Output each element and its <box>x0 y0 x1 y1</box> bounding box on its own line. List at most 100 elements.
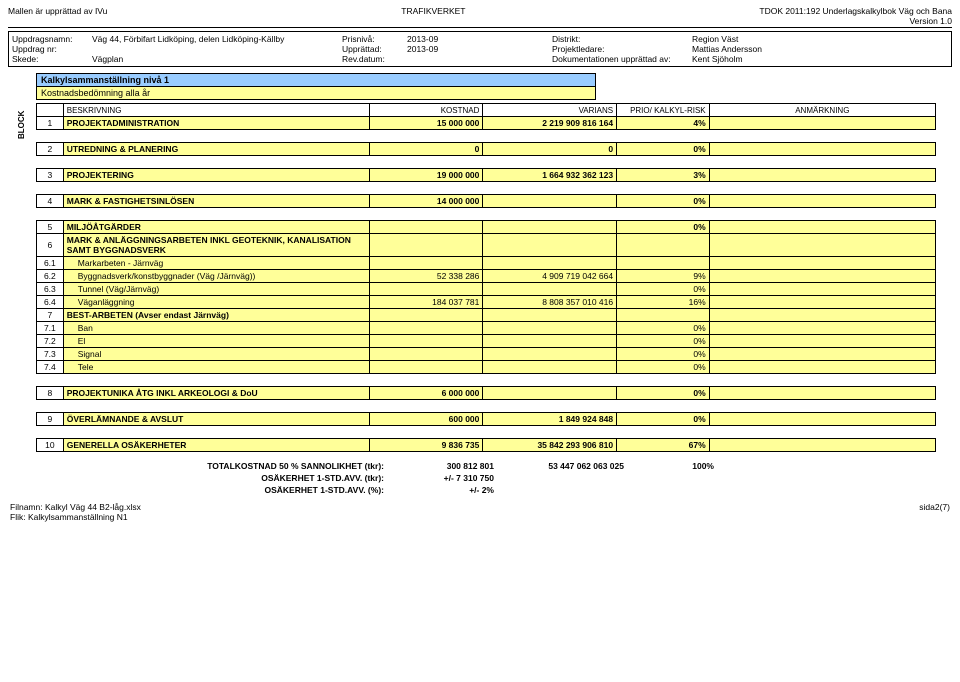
meta-value: 2013-09 <box>407 44 438 54</box>
cell-varians <box>483 387 617 400</box>
cell-kostnad: 0 <box>370 143 483 156</box>
cell-risk <box>617 234 710 257</box>
col-header-var: VARIANS <box>483 104 617 117</box>
footer-page: sida2(7) <box>919 502 950 522</box>
cell-desc: Väganläggning <box>63 296 370 309</box>
block-label: BLOCK <box>17 111 26 139</box>
table-row: 6.2Byggnadsverk/konstbyggnader (Väg /Jär… <box>37 270 936 283</box>
cell-risk <box>617 257 710 270</box>
cell-id: 7.3 <box>37 348 64 361</box>
cell-risk <box>617 309 710 322</box>
cell-kostnad: 9 836 735 <box>370 439 483 452</box>
cell-varians <box>483 195 617 208</box>
cell-varians <box>483 348 617 361</box>
cell-anmarkning <box>709 169 935 182</box>
cell-desc: ÖVERLÄMNANDE & AVSLUT <box>63 413 370 426</box>
meta-value: Kent Sjöholm <box>692 54 743 64</box>
main-table: BESKRIVNING KOSTNAD VARIANS PRIO/ KALKYL… <box>36 103 936 452</box>
cell-varians <box>483 257 617 270</box>
cell-anmarkning <box>709 283 935 296</box>
cell-desc: MARK & FASTIGHETSINLÖSEN <box>63 195 370 208</box>
main-area: BLOCK BESKRIVNING KOSTNAD VARIANS PRIO/ … <box>8 103 952 452</box>
totals-v3 <box>628 472 718 484</box>
meta-row: Skede:VägplanRev.datum:Dokumentationen u… <box>12 54 948 64</box>
totals-table: TOTALKOSTNAD 50 % SANNOLIKHET (tkr):300 … <box>128 460 718 496</box>
cell-risk: 0% <box>617 283 710 296</box>
meta-label: Uppdrag nr: <box>12 44 92 54</box>
cell-id: 6.4 <box>37 296 64 309</box>
totals-label: OSÄKERHET 1-STD.AVV. (tkr): <box>128 472 388 484</box>
meta-block: Uppdragsnamn:Väg 44, Förbifart Lidköping… <box>8 31 952 67</box>
cell-varians: 35 842 293 906 810 <box>483 439 617 452</box>
cell-id: 6.3 <box>37 283 64 296</box>
cell-desc: BEST-ARBETEN (Avser endast Järnväg) <box>63 309 370 322</box>
cell-kostnad <box>370 283 483 296</box>
cell-desc: Ban <box>63 322 370 335</box>
spacer-row <box>37 156 936 169</box>
header-center: TRAFIKVERKET <box>401 6 465 26</box>
cell-desc: MILJÖÅTGÄRDER <box>63 221 370 234</box>
cell-anmarkning <box>709 387 935 400</box>
cell-risk: 16% <box>617 296 710 309</box>
spacer-row <box>37 182 936 195</box>
cell-anmarkning <box>709 270 935 283</box>
cell-varians: 1 849 924 848 <box>483 413 617 426</box>
cell-id: 3 <box>37 169 64 182</box>
cell-anmarkning <box>709 439 935 452</box>
cell-desc: Signal <box>63 348 370 361</box>
table-row: 6.3Tunnel (Väg/Järnväg)0% <box>37 283 936 296</box>
totals-row: TOTALKOSTNAD 50 % SANNOLIKHET (tkr):300 … <box>128 460 718 472</box>
title-line-1: Kalkylsammanställning nivå 1 <box>36 73 596 87</box>
meta-row: Uppdragsnamn:Väg 44, Förbifart Lidköping… <box>12 34 948 44</box>
cell-varians: 4 909 719 042 664 <box>483 270 617 283</box>
cell-anmarkning <box>709 143 935 156</box>
cell-id: 7 <box>37 309 64 322</box>
cell-anmarkning <box>709 257 935 270</box>
cell-anmarkning <box>709 413 935 426</box>
cell-kostnad: 19 000 000 <box>370 169 483 182</box>
meta-value: 2013-09 <box>407 34 438 44</box>
totals-v2 <box>498 484 628 496</box>
meta-label: Uppdragsnamn: <box>12 34 92 44</box>
cell-kostnad <box>370 234 483 257</box>
table-row: 7.2El0% <box>37 335 936 348</box>
table-row: 6.1Markarbeten - Järnväg <box>37 257 936 270</box>
header-right-2: Version 1.0 <box>759 16 952 26</box>
meta-label: Distrikt: <box>552 34 692 44</box>
footer: Filnamn: Kalkyl Väg 44 B2-låg.xlsx Flik:… <box>8 502 952 522</box>
cell-risk: 0% <box>617 143 710 156</box>
totals-v2: 53 447 062 063 025 <box>498 460 628 472</box>
footer-tab: Flik: Kalkylsammanställning N1 <box>10 512 141 522</box>
cell-anmarkning <box>709 348 935 361</box>
meta-label: Rev.datum: <box>342 54 407 64</box>
cell-id: 6 <box>37 234 64 257</box>
cell-kostnad <box>370 335 483 348</box>
col-header-id <box>37 104 64 117</box>
totals-label: TOTALKOSTNAD 50 % SANNOLIKHET (tkr): <box>128 460 388 472</box>
cell-risk: 0% <box>617 335 710 348</box>
cell-anmarkning <box>709 361 935 374</box>
table-row: 2UTREDNING & PLANERING000% <box>37 143 936 156</box>
cell-kostnad: 14 000 000 <box>370 195 483 208</box>
table-row: 9ÖVERLÄMNANDE & AVSLUT600 0001 849 924 8… <box>37 413 936 426</box>
col-header-anm: ANMÄRKNING <box>709 104 935 117</box>
meta-row: Uppdrag nr:Upprättad:2013-09Projektledar… <box>12 44 948 54</box>
cell-id: 7.4 <box>37 361 64 374</box>
cell-kostnad <box>370 348 483 361</box>
cell-desc: MARK & ANLÄGGNINGSARBETEN INKL GEOTEKNIK… <box>63 234 370 257</box>
meta-value: Mattias Andersson <box>692 44 762 54</box>
cell-varians <box>483 234 617 257</box>
cell-anmarkning <box>709 117 935 130</box>
cell-id: 10 <box>37 439 64 452</box>
cell-kostnad <box>370 322 483 335</box>
cell-kostnad: 6 000 000 <box>370 387 483 400</box>
cell-varians: 0 <box>483 143 617 156</box>
spacer-row <box>37 426 936 439</box>
spacer-row <box>37 400 936 413</box>
cell-varians <box>483 335 617 348</box>
cell-kostnad <box>370 257 483 270</box>
totals-row: OSÄKERHET 1-STD.AVV. (tkr):+/- 7 310 750 <box>128 472 718 484</box>
cell-id: 9 <box>37 413 64 426</box>
table-row: 10GENERELLA OSÄKERHETER9 836 73535 842 2… <box>37 439 936 452</box>
cell-varians: 2 219 909 816 164 <box>483 117 617 130</box>
